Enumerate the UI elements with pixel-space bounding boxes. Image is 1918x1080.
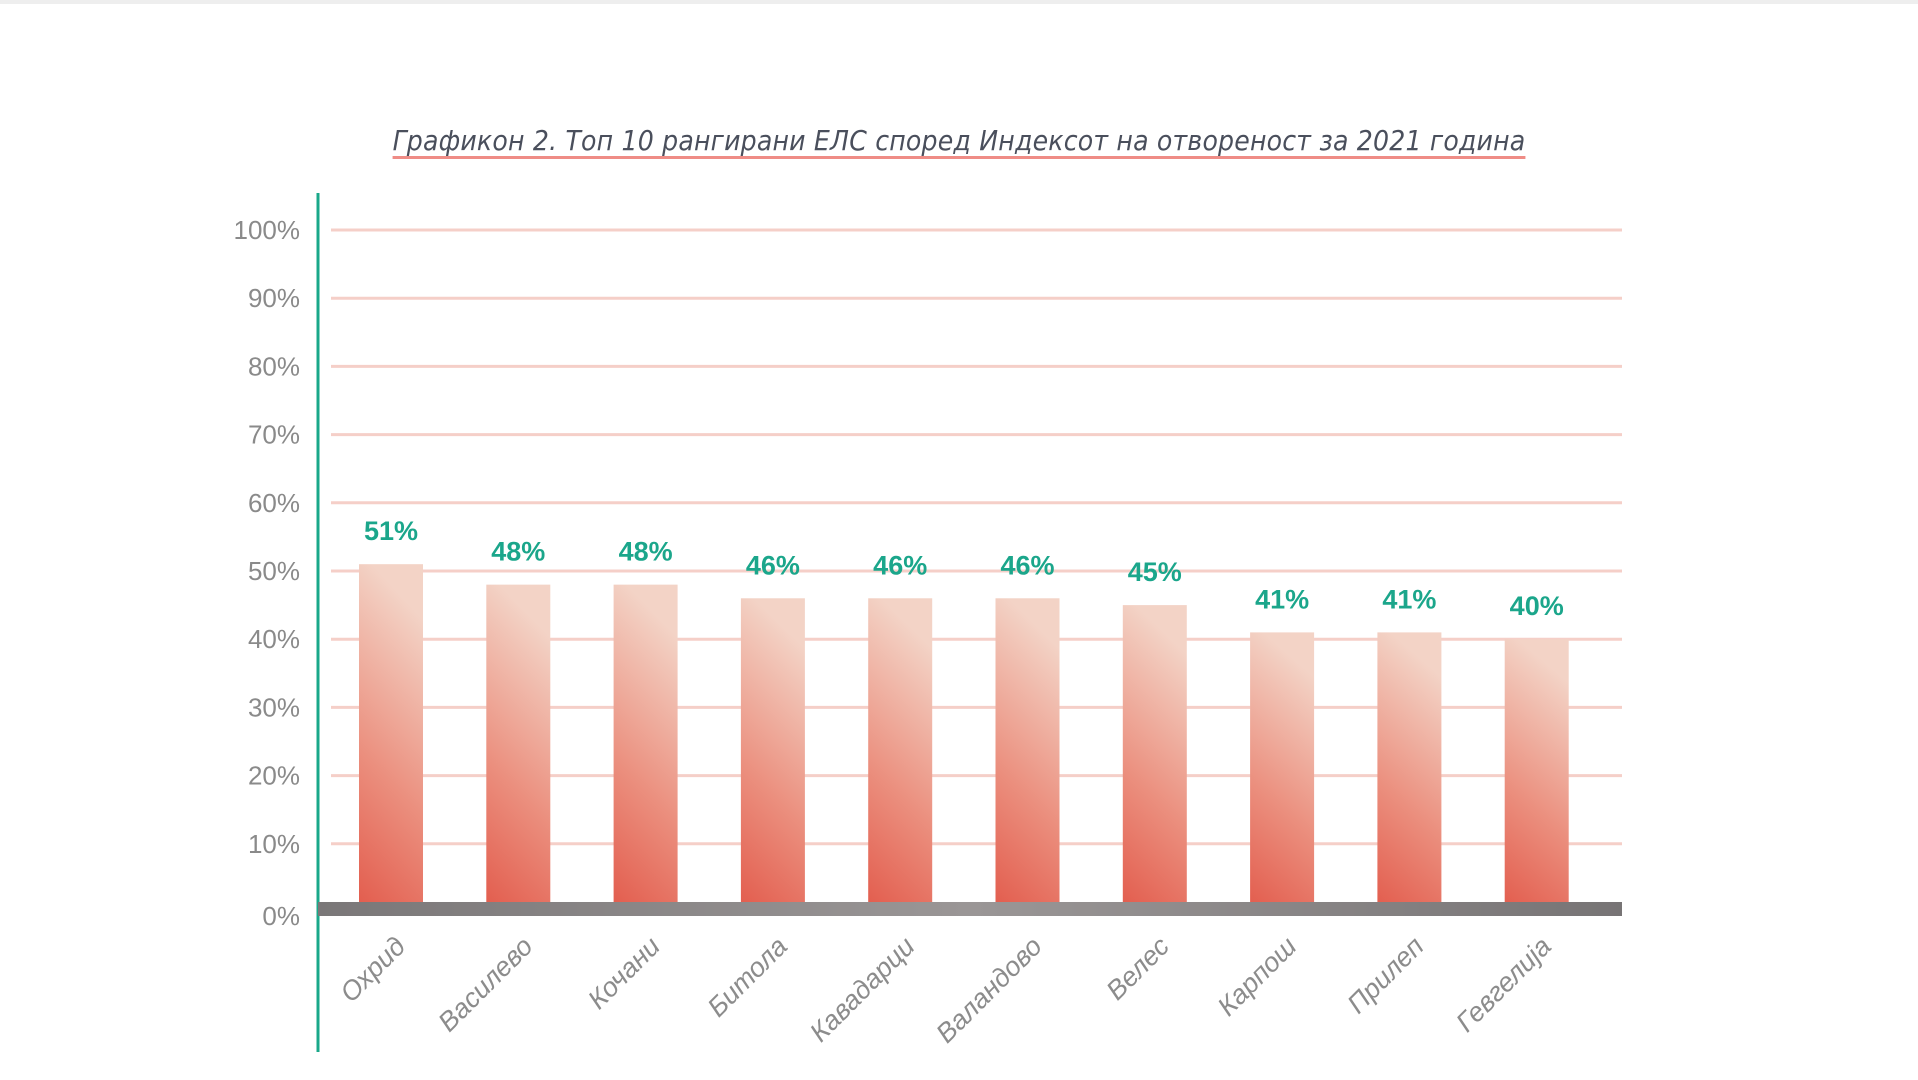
bar [359, 564, 423, 912]
data-label: 48% [491, 537, 545, 567]
y-tick-label: 60% [248, 488, 300, 518]
bar [1504, 639, 1569, 912]
data-label: 46% [1000, 550, 1054, 580]
x-tick-label: Гевгелија [1450, 931, 1557, 1038]
x-tick-label: Валандово [930, 931, 1048, 1049]
bar [613, 584, 678, 912]
y-tick-label: 80% [248, 351, 300, 381]
bar [740, 598, 805, 912]
x-tick-label: Кочани [582, 931, 666, 1015]
x-tick-label: Карпош [1212, 931, 1303, 1022]
y-tick-label: 100% [234, 215, 301, 245]
x-tick-label: Василево [432, 931, 538, 1037]
baseline-bar [318, 902, 1622, 916]
y-tick-label: 0% [262, 901, 300, 931]
x-tick-label: Велес [1100, 931, 1175, 1006]
bar [1377, 632, 1442, 912]
data-label: 46% [746, 550, 800, 580]
top-border [0, 0, 1918, 4]
y-tick-label: 30% [248, 692, 300, 722]
bar [1122, 605, 1187, 912]
x-tick-label: Прилеп [1341, 931, 1429, 1019]
data-label: 45% [1128, 557, 1182, 587]
y-tick-label: 70% [248, 420, 300, 450]
data-label: 48% [619, 537, 673, 567]
x-tick-label: Битола [702, 931, 794, 1023]
data-label: 46% [873, 550, 927, 580]
bar [486, 584, 551, 912]
bar [995, 598, 1060, 912]
data-label: 41% [1382, 584, 1436, 614]
y-tick-label: 10% [248, 829, 300, 859]
chart-title-wrap: Графикон 2. Топ 10 рангирани ЕЛС според … [0, 124, 1918, 157]
bar [868, 598, 933, 912]
y-tick-label: 20% [248, 761, 300, 791]
data-label: 41% [1255, 584, 1309, 614]
chart-title: Графикон 2. Топ 10 рангирани ЕЛС според … [392, 124, 1526, 157]
y-tick-label: 50% [248, 556, 300, 586]
y-tick-label: 90% [248, 283, 300, 313]
data-label: 40% [1510, 591, 1564, 621]
x-tick-label: Охрид [334, 931, 411, 1008]
x-tick-label: Кавадарци [804, 931, 921, 1048]
data-label: 51% [364, 516, 418, 546]
bar [1250, 632, 1315, 912]
y-tick-label: 40% [248, 624, 300, 654]
